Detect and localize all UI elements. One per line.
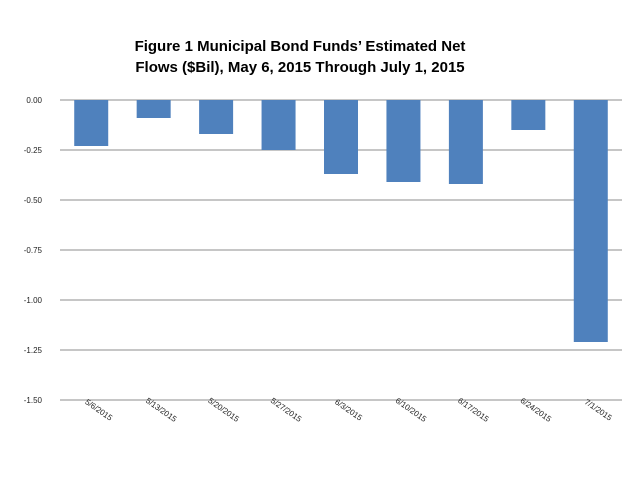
bar xyxy=(511,100,546,130)
bar xyxy=(74,100,109,146)
x-tick-label: 7/1/2015 xyxy=(583,397,614,423)
y-tick-label: -0.25 xyxy=(24,146,43,155)
y-tick-label: 0.00 xyxy=(26,96,42,105)
bar xyxy=(136,100,171,118)
x-tick-label: 6/3/2015 xyxy=(333,397,364,423)
bar xyxy=(386,100,421,182)
bar xyxy=(324,100,358,174)
bar xyxy=(261,100,296,150)
bar xyxy=(448,100,483,184)
x-tick-label: 5/6/2015 xyxy=(83,397,114,423)
chart-title: Figure 1 Municipal Bond Funds’ Estimated… xyxy=(100,36,500,78)
y-tick-label: -1.50 xyxy=(24,396,43,405)
y-tick-label: -1.25 xyxy=(24,346,43,355)
y-tick-label: -1.00 xyxy=(24,296,43,305)
chart-title-line-2: Flows ($Bil), May 6, 2015 Through July 1… xyxy=(135,59,465,76)
y-tick-label: -0.75 xyxy=(24,246,43,255)
bar xyxy=(573,100,608,342)
bar xyxy=(199,100,234,134)
y-tick-label: -0.50 xyxy=(24,196,43,205)
chart-title-line-1: Figure 1 Municipal Bond Funds’ Estimated… xyxy=(134,38,466,55)
